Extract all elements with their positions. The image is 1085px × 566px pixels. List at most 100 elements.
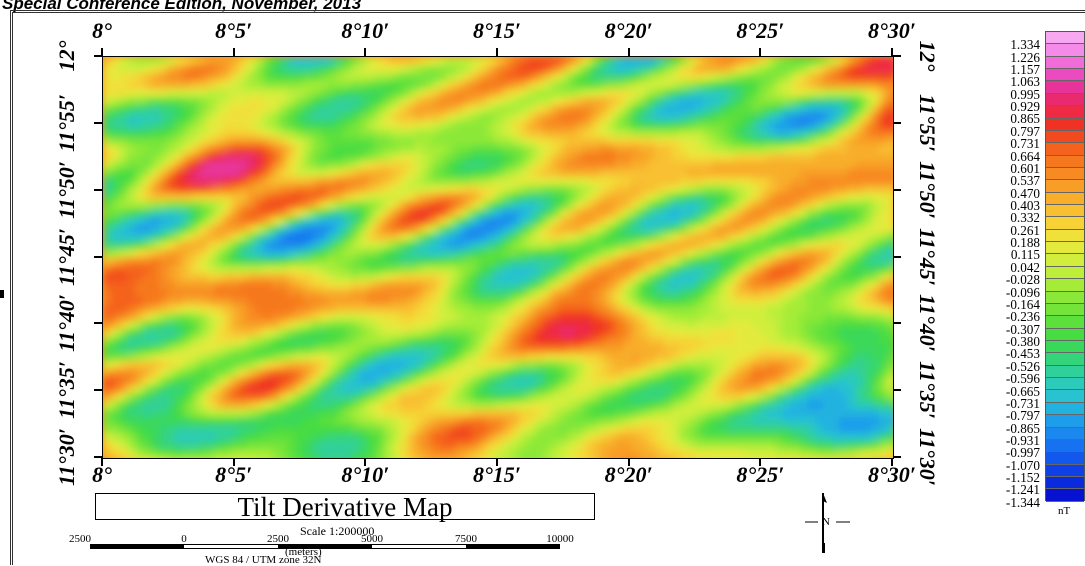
color-scale-swatch	[1046, 390, 1084, 402]
color-scale-swatch	[1046, 106, 1084, 118]
color-scale-swatch	[1046, 69, 1084, 81]
color-scale-swatch	[1046, 304, 1084, 316]
color-scale-swatch	[1046, 254, 1084, 266]
left-latitude-label: 11°30′	[54, 428, 80, 486]
longitude-tick	[496, 48, 498, 56]
color-scale-value: -0.797	[960, 410, 1040, 421]
latitude-tick	[94, 55, 102, 57]
color-scale-value: 1.226	[960, 52, 1040, 63]
color-scale-value: -0.997	[960, 447, 1040, 458]
color-scale-swatch	[1046, 316, 1084, 328]
color-scale-value: -1.070	[960, 460, 1040, 471]
longitude-tick	[628, 48, 630, 56]
color-scale-swatch	[1046, 242, 1084, 254]
left-latitude-label: 11°50′	[54, 161, 80, 219]
color-scale-value: 0.470	[960, 188, 1040, 199]
scale-bar-segment	[372, 545, 466, 548]
right-latitude-label: 11°35′	[914, 361, 940, 419]
color-scale-swatch	[1046, 57, 1084, 69]
tilt-derivative-raster	[102, 56, 894, 459]
color-scale-swatch	[1046, 353, 1084, 365]
color-scale-value: -0.164	[960, 299, 1040, 310]
longitude-tick	[101, 458, 103, 466]
latitude-tick	[94, 122, 102, 124]
color-scale-swatch	[1046, 81, 1084, 93]
latitude-tick	[893, 389, 901, 391]
color-scale-value: 0.995	[960, 89, 1040, 100]
color-scale-swatch	[1046, 378, 1084, 390]
color-scale-swatch	[1046, 217, 1084, 229]
right-latitude-label: 11°50′	[914, 161, 940, 219]
color-scale-swatch	[1046, 94, 1084, 106]
color-scale-swatch	[1046, 156, 1084, 168]
color-scale-value: -0.931	[960, 435, 1040, 446]
scale-tick-label: 10000	[546, 533, 574, 545]
top-longitude-label: 8°25′	[736, 18, 784, 44]
scale-tick-label: 2500	[69, 533, 91, 545]
left-latitude-label: 11°55′	[54, 94, 80, 152]
color-scale-value: -0.596	[960, 373, 1040, 384]
raster-svg	[103, 57, 893, 458]
latitude-tick	[94, 456, 102, 458]
color-scale-swatch	[1046, 452, 1084, 464]
color-scale-value: -0.028	[960, 274, 1040, 285]
top-longitude-label: 8°	[92, 18, 112, 44]
right-latitude-label: 11°45′	[914, 228, 940, 286]
color-scale-swatch	[1046, 205, 1084, 217]
scale-tick-label: 2500	[267, 533, 289, 545]
latitude-tick	[94, 256, 102, 258]
color-scale-value: -0.665	[960, 386, 1040, 397]
color-scale-swatch	[1046, 428, 1084, 440]
color-scale-swatch	[1046, 477, 1084, 489]
frame-mark	[0, 290, 4, 298]
color-scale-value: 1.157	[960, 64, 1040, 75]
color-scale-swatch	[1046, 329, 1084, 341]
color-scale-value: 0.332	[960, 212, 1040, 223]
north-arrow-icon: N	[800, 493, 860, 555]
color-scale-value: -0.236	[960, 311, 1040, 322]
north-letter: N	[822, 516, 830, 528]
map-title: Tilt Derivative Map	[95, 493, 595, 520]
color-scale-swatch	[1046, 131, 1084, 143]
latitude-tick	[94, 189, 102, 191]
color-scale-value: 0.664	[960, 151, 1040, 162]
color-scale-value: -1.344	[960, 497, 1040, 508]
color-scale-swatch	[1046, 44, 1084, 56]
color-scale-swatch	[1046, 267, 1084, 279]
color-scale-swatch	[1046, 403, 1084, 415]
color-scale-swatch	[1046, 230, 1084, 242]
top-longitude-label: 8°30′	[868, 18, 916, 44]
longitude-tick	[233, 48, 235, 56]
left-latitude-label: 11°45′	[54, 228, 80, 286]
latitude-tick	[893, 189, 901, 191]
color-scale-value: 1.063	[960, 76, 1040, 87]
north-arrow: N	[800, 493, 860, 555]
color-scale-value: 0.115	[960, 249, 1040, 260]
color-scale-swatch	[1046, 279, 1084, 291]
anomaly-field	[103, 57, 893, 458]
latitude-tick	[94, 389, 102, 391]
latitude-tick	[893, 322, 901, 324]
longitude-tick	[759, 458, 761, 466]
right-latitude-label: 12°	[914, 41, 940, 72]
color-scale-swatch	[1046, 143, 1084, 155]
scale-tick-label: 7500	[455, 533, 477, 545]
color-scale-unit: nT	[1058, 505, 1070, 517]
right-latitude-label: 11°30′	[914, 428, 940, 486]
right-latitude-label: 11°55′	[914, 94, 940, 152]
color-scale-value: -0.096	[960, 287, 1040, 298]
scale-bar	[90, 544, 560, 549]
top-longitude-label: 8°5′	[215, 18, 252, 44]
scale-tick-label: 5000	[361, 533, 383, 545]
scale-bar-segment	[184, 545, 278, 548]
color-scale-value: 0.865	[960, 113, 1040, 124]
left-latitude-label: 12°	[54, 41, 80, 72]
color-scale-value: 0.042	[960, 262, 1040, 273]
color-scale-swatch	[1046, 489, 1084, 501]
latitude-tick	[893, 122, 901, 124]
latitude-tick	[893, 55, 901, 57]
color-scale-value: 0.731	[960, 138, 1040, 149]
color-scale-swatch	[1046, 180, 1084, 192]
color-scale-value: -0.526	[960, 361, 1040, 372]
color-scale-swatch	[1046, 465, 1084, 477]
